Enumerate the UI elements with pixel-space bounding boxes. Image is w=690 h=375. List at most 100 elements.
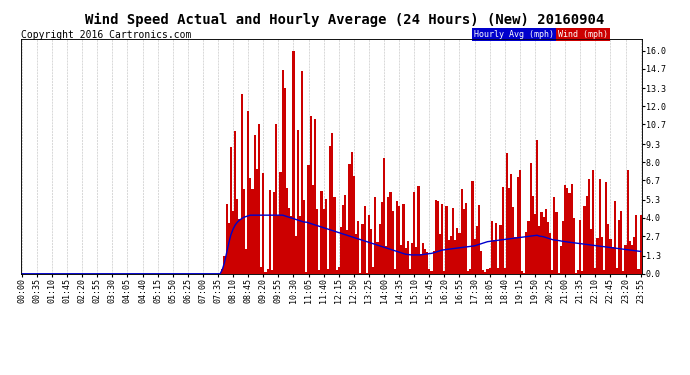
Bar bbox=[566, 188, 569, 274]
Bar bbox=[450, 236, 452, 274]
Bar bbox=[364, 206, 366, 274]
Bar bbox=[551, 270, 553, 274]
Bar bbox=[314, 119, 316, 274]
Bar bbox=[530, 163, 532, 274]
Bar bbox=[404, 249, 406, 274]
Bar bbox=[284, 88, 286, 274]
Bar bbox=[411, 243, 413, 274]
Bar bbox=[236, 199, 239, 274]
Bar bbox=[592, 170, 594, 274]
Bar bbox=[355, 234, 357, 274]
Bar bbox=[247, 111, 249, 274]
Bar bbox=[374, 197, 377, 274]
Bar bbox=[359, 273, 362, 274]
Bar bbox=[379, 224, 381, 274]
Bar bbox=[465, 202, 467, 274]
Bar bbox=[456, 228, 458, 274]
Bar bbox=[463, 209, 465, 274]
Bar bbox=[439, 234, 441, 274]
Bar bbox=[325, 199, 327, 274]
Bar bbox=[454, 240, 456, 274]
Bar bbox=[268, 190, 270, 274]
Bar bbox=[245, 249, 247, 274]
Bar bbox=[560, 246, 562, 274]
Bar bbox=[303, 200, 305, 274]
Bar bbox=[549, 233, 551, 274]
Bar bbox=[279, 172, 282, 274]
Bar bbox=[286, 188, 288, 274]
Bar bbox=[452, 208, 454, 274]
Bar bbox=[588, 179, 590, 274]
Bar bbox=[331, 133, 333, 274]
Bar bbox=[346, 230, 348, 274]
Bar bbox=[555, 212, 558, 274]
Bar bbox=[424, 249, 426, 274]
Bar bbox=[553, 196, 555, 274]
Bar bbox=[575, 273, 577, 274]
Bar bbox=[536, 140, 538, 274]
Bar bbox=[310, 116, 312, 274]
Bar bbox=[362, 225, 364, 274]
Bar bbox=[446, 206, 448, 274]
Bar bbox=[579, 219, 581, 274]
Bar bbox=[508, 189, 510, 274]
Bar bbox=[603, 270, 605, 274]
Bar bbox=[497, 268, 500, 274]
Bar bbox=[638, 269, 640, 274]
Bar bbox=[480, 251, 482, 274]
Bar bbox=[230, 147, 232, 274]
Bar bbox=[417, 186, 420, 274]
Bar bbox=[540, 212, 542, 274]
Bar bbox=[544, 209, 547, 274]
Bar bbox=[228, 224, 230, 274]
Bar bbox=[288, 209, 290, 274]
Bar bbox=[293, 51, 295, 274]
Bar bbox=[599, 178, 601, 274]
Bar bbox=[232, 211, 234, 274]
Bar bbox=[573, 218, 575, 274]
Bar bbox=[406, 241, 408, 274]
Bar bbox=[491, 221, 493, 274]
Bar bbox=[320, 192, 322, 274]
Bar bbox=[542, 217, 544, 274]
Bar bbox=[335, 270, 337, 274]
Bar bbox=[477, 205, 480, 274]
Bar bbox=[260, 267, 262, 274]
Bar bbox=[562, 221, 564, 274]
Bar bbox=[387, 197, 389, 274]
Bar bbox=[558, 273, 560, 274]
Bar bbox=[389, 192, 392, 274]
Bar bbox=[333, 197, 335, 274]
Bar bbox=[590, 229, 592, 274]
Bar bbox=[469, 269, 471, 274]
Bar bbox=[266, 269, 268, 274]
Bar bbox=[473, 239, 475, 274]
Bar bbox=[515, 237, 517, 274]
Bar bbox=[351, 152, 353, 274]
Bar bbox=[370, 229, 372, 274]
Bar bbox=[258, 124, 260, 274]
Bar bbox=[312, 184, 314, 274]
Bar bbox=[297, 130, 299, 274]
Bar bbox=[241, 94, 243, 274]
Bar bbox=[316, 209, 318, 274]
Bar bbox=[633, 237, 635, 274]
Bar bbox=[428, 268, 431, 274]
Bar bbox=[510, 174, 512, 274]
Bar bbox=[357, 220, 359, 274]
Bar bbox=[329, 146, 331, 274]
Bar bbox=[571, 184, 573, 274]
Bar bbox=[348, 164, 351, 274]
Bar bbox=[484, 272, 486, 274]
Bar bbox=[596, 238, 599, 274]
Bar bbox=[461, 189, 463, 274]
Bar bbox=[512, 207, 515, 274]
Bar bbox=[433, 251, 435, 274]
Bar bbox=[435, 200, 437, 274]
Bar bbox=[413, 192, 415, 274]
Bar bbox=[500, 225, 502, 274]
Bar bbox=[502, 187, 504, 274]
Bar bbox=[396, 201, 398, 274]
Bar bbox=[342, 205, 344, 274]
Bar bbox=[607, 224, 609, 274]
